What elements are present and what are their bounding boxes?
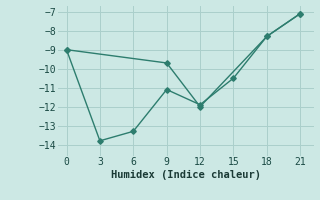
- X-axis label: Humidex (Indice chaleur): Humidex (Indice chaleur): [111, 170, 260, 180]
